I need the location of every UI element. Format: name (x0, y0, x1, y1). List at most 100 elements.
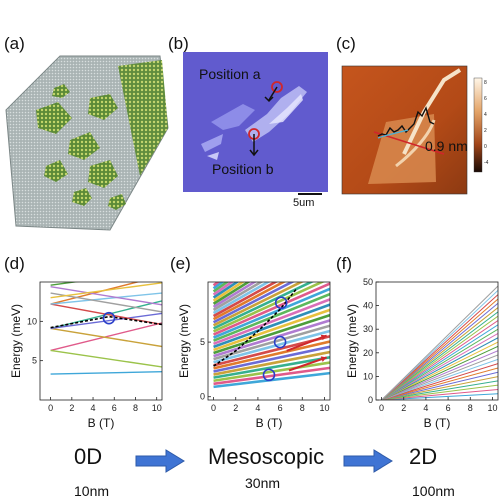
fan-line (213, 287, 330, 339)
chart-e-energy-spectrum: 0 2 4 6 8 10 0 5 B (T) Energy (meV) (177, 281, 331, 430)
stage-2d-label: 2D (409, 444, 438, 469)
crossing-circle (273, 335, 287, 349)
panel-b-optical-image (183, 52, 328, 192)
fan-line (381, 376, 498, 400)
fan-line (213, 313, 330, 355)
fan-line (381, 367, 498, 400)
level-line (50, 327, 162, 348)
panel-c-afm-image: 8 6 4 2 0 -4 (341, 65, 489, 195)
fan-line (381, 345, 498, 400)
y-axis-label: Energy (meV) (345, 304, 359, 378)
fan-line (212, 282, 264, 312)
position-a-marker (271, 81, 283, 93)
flow-arrow-2 (343, 449, 393, 473)
chart-d-energy-spectrum: 0 2 4 6 8 10 5 10 B (T) Energy (meV) (9, 281, 163, 430)
x-tick-label: 4 (91, 403, 96, 413)
panel-c-label: (c) (336, 34, 356, 53)
crossing-circle (262, 368, 276, 382)
fan-line (213, 345, 330, 373)
fan-line (212, 282, 240, 299)
panel-a-label: (a) (4, 34, 25, 53)
fan-line (213, 324, 330, 361)
y-tick-label: 10 (363, 371, 373, 381)
y-axis-label: Energy (meV) (177, 304, 191, 378)
level-line (50, 292, 162, 313)
y-tick-label: 0 (200, 392, 205, 402)
level-line (50, 292, 162, 305)
afm-height-label: 0.9 nm (425, 138, 468, 154)
stage-2d-size: 100nm (412, 483, 455, 499)
svg-text:8: 8 (484, 80, 487, 86)
fan-line (212, 282, 245, 302)
level-line (50, 322, 162, 352)
panel-a-lattice-image (5, 55, 169, 231)
x-tick-label: 8 (133, 403, 138, 413)
fan-line (212, 282, 279, 318)
x-tick-label: 6 (278, 403, 283, 413)
x-tick-label: 8 (300, 403, 305, 413)
x-axis-label: B (T) (256, 416, 283, 430)
fan-line (381, 315, 498, 400)
crossing-circle (102, 311, 116, 325)
fan-line (381, 384, 498, 400)
plot-frame (375, 281, 499, 401)
svg-text:6: 6 (484, 96, 487, 102)
scale-bar-label: 5um (293, 197, 315, 209)
trend-arrowhead (320, 334, 327, 341)
x-tick-label: 6 (446, 403, 451, 413)
fan-line (381, 294, 498, 400)
fan-line (212, 282, 251, 305)
chart-f-energy-spectrum: 0 2 4 6 8 10 0 10 20 30 40 50 B (T) Energy (meV) (345, 277, 499, 430)
fan-line (212, 282, 295, 324)
fan-line (381, 341, 498, 400)
svg-text:-4: -4 (484, 160, 489, 166)
fan-line (381, 328, 498, 400)
y-tick-label: 0 (368, 395, 373, 405)
fan-line (381, 285, 498, 400)
level-line (50, 286, 162, 306)
x-tick-label: 10 (487, 403, 497, 413)
fan-line (381, 333, 498, 400)
fan-line (213, 308, 330, 352)
fan-line (381, 354, 498, 400)
fan-line (212, 282, 305, 327)
scale-bar (298, 193, 322, 195)
y-tick-label: 20 (363, 348, 373, 358)
panel-e-label: (e) (170, 254, 191, 273)
y-tick-label: 5 (200, 337, 205, 347)
fan-line (381, 324, 498, 400)
fan-line (213, 303, 330, 349)
fan-line (212, 282, 257, 308)
afm-height-profile (377, 106, 435, 137)
fan-line (381, 311, 498, 400)
fan-line (381, 350, 498, 400)
fan-line (381, 302, 498, 400)
svg-text:4: 4 (484, 112, 487, 118)
fan-line (381, 307, 498, 400)
dashed-trace (213, 288, 298, 367)
afm-colorbar (473, 77, 483, 173)
x-tick-label: 2 (401, 403, 406, 413)
x-tick-label: 0 (379, 403, 384, 413)
svg-text:0: 0 (484, 144, 487, 150)
x-tick-label: 0 (211, 403, 216, 413)
fan-line (213, 282, 330, 336)
x-tick-label: 6 (112, 403, 117, 413)
fan-line (212, 282, 271, 315)
plot-frame (207, 281, 331, 401)
fan-line (212, 282, 287, 321)
fan-line (381, 388, 498, 400)
y-axis-label: Energy (meV) (9, 304, 23, 378)
level-line (50, 312, 162, 330)
x-tick-label: 10 (319, 403, 329, 413)
stage-mesoscopic-size: 30nm (245, 475, 281, 491)
fan-line (381, 393, 498, 400)
fan-line (213, 298, 330, 345)
fan-line (213, 366, 330, 386)
fan-line (213, 356, 330, 379)
y-tick-label: 10 (27, 316, 37, 326)
fan-line (381, 289, 498, 400)
fan-line (381, 337, 498, 400)
y-tick-label: 40 (363, 301, 373, 311)
fan-line (381, 371, 498, 400)
